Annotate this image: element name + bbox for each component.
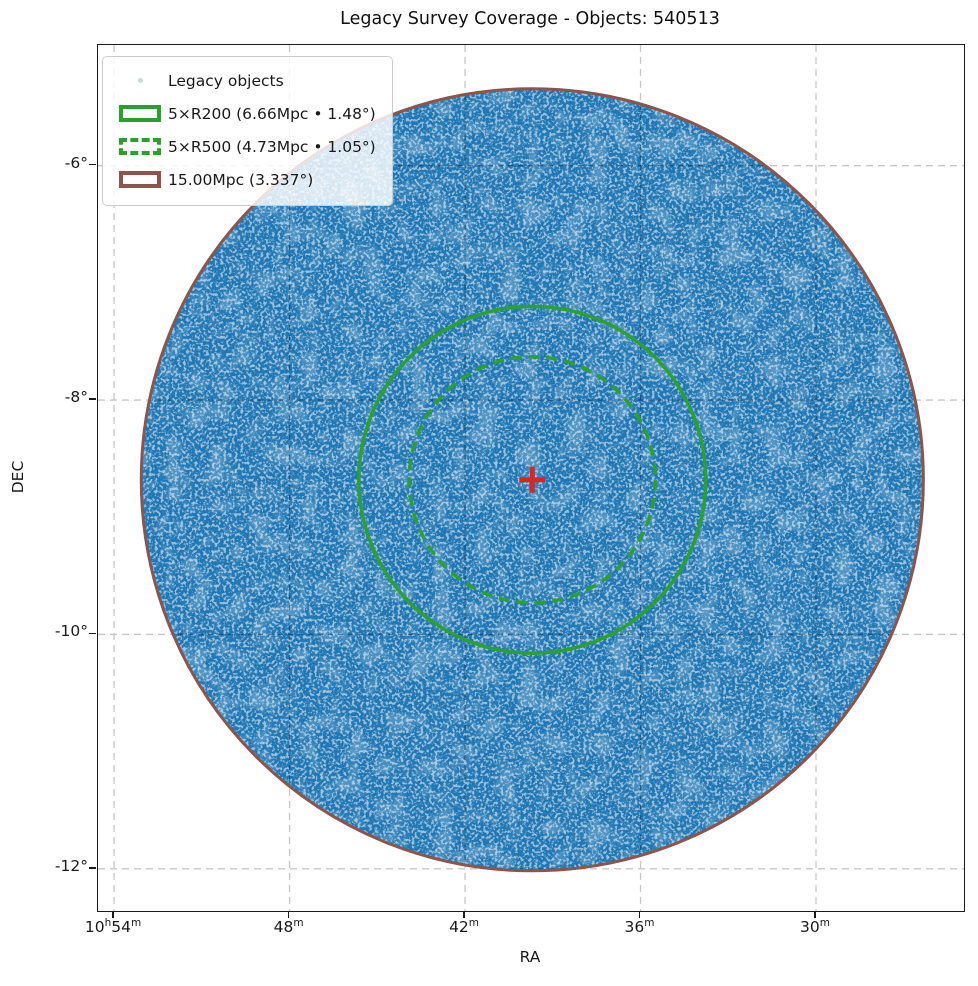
y-tick-label: -6° [64,153,88,172]
mpc15-circle-swatch-icon [112,171,168,188]
legacy-objects-marker-icon [112,78,168,83]
legend: Legacy objects 5×R200 (6.66Mpc • 1.48°) … [102,56,393,206]
x-axis-label: RA [519,948,541,966]
y-tick-mark [89,163,96,166]
x-tick-label: 10h54m [84,917,142,936]
x-tick-label: 42m [449,917,480,936]
cluster-center-marker [519,466,546,493]
plot-area: Legacy objects 5×R200 (6.66Mpc • 1.48°) … [97,44,965,912]
y-tick-mark [89,632,96,635]
y-tick-mark [89,398,96,400]
x-tick-mark [638,911,641,918]
x-tick-mark [287,911,290,918]
legend-item-5xr200: 5×R200 (6.66Mpc • 1.48°) [112,97,376,130]
x-tick-mark [112,911,114,918]
legend-label: Legacy objects [168,71,284,90]
legend-item-legacy-objects: Legacy objects [112,64,376,97]
legend-label: 5×R500 (4.73Mpc • 1.05°) [168,137,376,156]
chart-title: Legacy Survey Coverage - Objects: 540513 [340,9,720,29]
circle-5xr500 [407,354,658,605]
x-tick-mark [814,911,816,918]
y-tick-label: -10° [54,622,88,641]
y-tick-label: -8° [64,388,88,407]
y-tick-label: -12° [54,856,88,875]
legend-label: 15.00Mpc (3.337°) [168,170,314,189]
plot-canvas [98,45,964,911]
r200-circle-swatch-icon [112,105,168,122]
legend-label: 5×R200 (6.66Mpc • 1.48°) [168,104,376,123]
circle-5xr200 [357,304,708,655]
x-tick-label: 48m [273,917,304,936]
x-tick-label: 36m [624,917,655,936]
legend-item-15mpc: 15.00Mpc (3.337°) [112,163,376,196]
x-tick-label: 30m [800,917,830,936]
y-axis-label: DEC [9,460,27,494]
legend-item-5xr500: 5×R500 (4.73Mpc • 1.05°) [112,130,376,163]
x-tick-mark [463,911,465,918]
r500-circle-swatch-icon [112,138,168,155]
circle-15mpc [139,87,925,873]
y-tick-mark [89,867,96,869]
